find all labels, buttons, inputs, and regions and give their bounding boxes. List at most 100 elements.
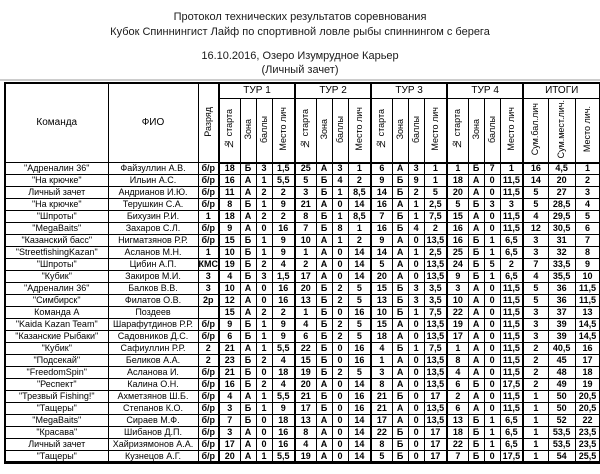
- tour-cell: Б: [391, 222, 409, 236]
- tour-cell: 22: [294, 342, 317, 356]
- tour-cell: 21: [218, 342, 241, 356]
- tour-cell: 9: [271, 234, 296, 248]
- tour-cell: 5: [347, 366, 372, 380]
- tour-cell: 1: [483, 270, 501, 284]
- itogi-cell: 5: [522, 186, 549, 200]
- tour-cell: 6,5: [499, 414, 524, 428]
- fio-cell: Асланова И.: [107, 366, 199, 380]
- tour-cell: 3,5: [423, 294, 448, 308]
- tour-cell: 17: [423, 450, 448, 464]
- itogi-cell: 9: [574, 258, 600, 272]
- table-row: Личный зачет Андрианов И.Ю. б/р 11 А 2 2 3 Б 1 8,5…: [4, 186, 600, 200]
- razryad-cell: КМС: [197, 258, 220, 272]
- tour-cell: 2,5: [423, 246, 448, 260]
- tour-cell: 7: [483, 162, 501, 176]
- tour-cell: 22: [446, 438, 469, 452]
- tour-cell: Б: [239, 414, 257, 428]
- tour-cell: 16: [347, 402, 372, 416]
- tour-cell: А: [391, 414, 409, 428]
- itogi-cell: 5: [574, 210, 600, 224]
- tour-cell: 13,5: [423, 318, 448, 332]
- tour-cell: А: [467, 174, 485, 188]
- tour-cell: 1: [294, 306, 317, 320]
- tour-cell: Б: [315, 222, 333, 236]
- tour-cell: 4: [294, 438, 317, 452]
- tour-cell: 0: [483, 294, 501, 308]
- tour-cell: А: [391, 246, 409, 260]
- itogi-cell: 11,5: [574, 294, 600, 308]
- itogi-cell: 2: [574, 174, 600, 188]
- table-row: "Симбирск" Филатов О.В. 2р 12 А 0 16 13 Б 2 5 13 Б 3 3…: [4, 294, 600, 308]
- tour-cell: 0: [331, 198, 349, 212]
- fio-cell: Хайризямонов А.А.: [107, 438, 199, 452]
- tour-cell: А: [315, 414, 333, 428]
- tour-cell: А: [391, 270, 409, 284]
- tour-cell: 0: [483, 186, 501, 200]
- tour-cell: 8: [370, 378, 393, 392]
- tour-cell: 3: [255, 162, 273, 176]
- razryad-cell: б/р: [197, 330, 220, 344]
- tour-cell: 1,5: [271, 162, 296, 176]
- date-venue: 16.10.2016, Озеро Изумрудное Карьер: [201, 50, 399, 62]
- tour-cell: А: [391, 198, 409, 212]
- tour-cell: 18: [218, 162, 241, 176]
- fio-cell: Захаров С.Л.: [107, 222, 199, 236]
- tour-cell: А: [391, 354, 409, 368]
- tour-cell: 5: [423, 186, 448, 200]
- tour-cell: 1: [499, 162, 524, 176]
- table-row: "Красава" Шибанов Д.П. б/р 3 А 0 16 8 А 0 14 22 Б 0 17…: [4, 426, 600, 440]
- tour-cell: 0: [255, 222, 273, 236]
- tour-cell: 4: [271, 258, 296, 272]
- tour-cell: 2: [255, 354, 273, 368]
- tour-cell: 1: [483, 234, 501, 248]
- tour-cell: Б: [315, 330, 333, 344]
- tour-cell: А: [239, 210, 257, 224]
- tour-cell: 8: [370, 438, 393, 452]
- tour-cell: 0: [331, 390, 349, 404]
- tour-cell: 13,5: [423, 378, 448, 392]
- itogi-cell: 2: [522, 354, 549, 368]
- tour-cell: 1: [255, 402, 273, 416]
- team-cell: "Шпроты": [4, 258, 109, 272]
- tour-cell: 19: [446, 318, 469, 332]
- tour-cell: 0: [331, 438, 349, 452]
- team-cell: "MegaBaits": [4, 222, 109, 236]
- tour-cell: 14: [347, 258, 372, 272]
- team-cell: "Респект": [4, 378, 109, 392]
- tour-cell: А: [467, 222, 485, 236]
- itogi-cell: 20,5: [574, 402, 600, 416]
- tour3-group-header: ТУР 3: [370, 82, 448, 99]
- tour-cell: А: [315, 378, 333, 392]
- tour-cell: 11,5: [499, 342, 524, 356]
- itogi-cell: 18: [574, 366, 600, 380]
- itogi-cell: 28,5: [547, 198, 576, 212]
- tour-cell: 21: [294, 198, 317, 212]
- tour-cell: 14: [347, 450, 372, 464]
- itogi-cell: 33,5: [547, 258, 576, 272]
- team-cell: "На крючке": [4, 198, 109, 212]
- table-row: "На крючке" Ильин А.С. б/р 16 А 1 5,5 5 Б 4 2 9 Б 9 1 1…: [4, 174, 600, 188]
- tour-cell: А: [315, 198, 333, 212]
- tour1-zone-header: Зона: [239, 97, 257, 164]
- itogi-cell: 1: [522, 390, 549, 404]
- fio-cell: Терушкин С.А.: [107, 198, 199, 212]
- tour-cell: 13: [370, 294, 393, 308]
- razryad-cell: б/р: [197, 222, 220, 236]
- tour-cell: 1: [255, 450, 273, 464]
- tour-cell: 20: [218, 450, 241, 464]
- itogi-sum-places-header: Сум.мест.лич.: [547, 97, 576, 164]
- tour-cell: 15: [218, 234, 241, 248]
- tour-cell: 3: [370, 366, 393, 380]
- tour-cell: А: [391, 366, 409, 380]
- tour-cell: А: [315, 450, 333, 464]
- tour3-zone-header: Зона: [391, 97, 409, 164]
- itogi-cell: 31: [547, 234, 576, 248]
- tour-cell: А: [467, 318, 485, 332]
- tour-cell: 2: [271, 306, 296, 320]
- tour-cell: 11,5: [499, 210, 524, 224]
- tour-cell: 10: [370, 306, 393, 320]
- tour-cell: А: [467, 210, 485, 224]
- fio-cell: Филатов О.В.: [107, 294, 199, 308]
- tour-cell: 14: [347, 426, 372, 440]
- tour-cell: 1: [483, 246, 501, 260]
